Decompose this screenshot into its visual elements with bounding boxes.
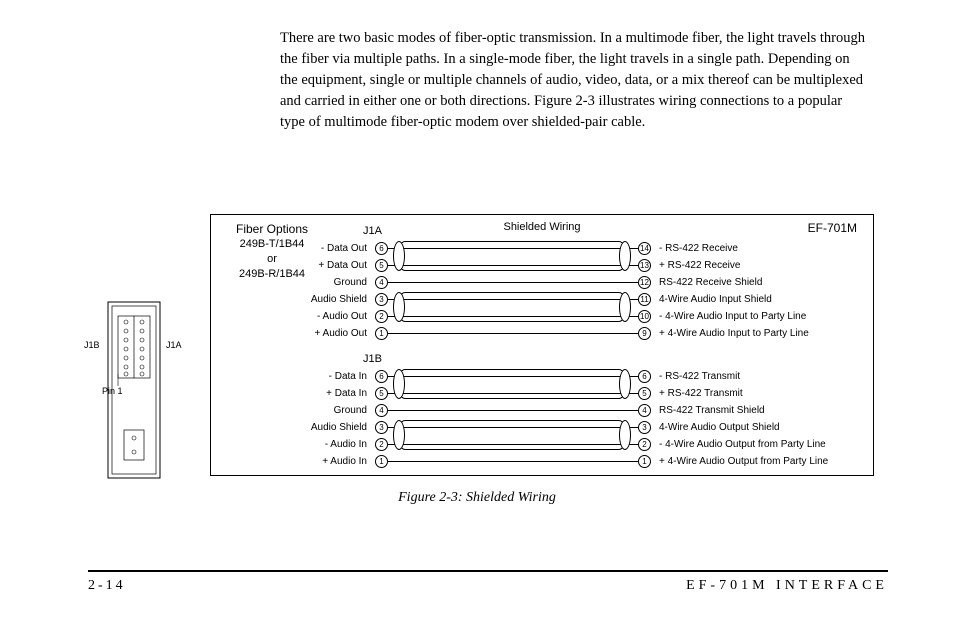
right-pin-circle: 2 bbox=[638, 438, 651, 451]
left-pin-label: Audio Shield bbox=[237, 422, 367, 433]
fiber-options-title: Fiber Options bbox=[227, 221, 317, 237]
wire-line bbox=[388, 282, 638, 283]
right-pin-label: + RS-422 Receive bbox=[659, 260, 869, 271]
right-pin-circle: 12 bbox=[638, 276, 651, 289]
wire-line bbox=[388, 265, 638, 266]
left-pin-label: + Data Out bbox=[237, 260, 367, 271]
j1a-row: Audio Shield 3 11 4-Wire Audio Input Shield bbox=[211, 292, 873, 307]
left-pin-circle: 5 bbox=[375, 259, 388, 272]
right-pin-label: RS-422 Transmit Shield bbox=[659, 405, 869, 416]
wire-line bbox=[388, 444, 638, 445]
right-pin-label: + RS-422 Transmit bbox=[659, 388, 869, 399]
left-pin-circle: 2 bbox=[375, 310, 388, 323]
right-pin-circle: 4 bbox=[638, 404, 651, 417]
wire-line bbox=[388, 427, 638, 428]
right-pin-label: 4-Wire Audio Input Shield bbox=[659, 294, 869, 305]
j1a-row: Ground 4 12 RS-422 Receive Shield bbox=[211, 275, 873, 290]
right-pin-label: + 4-Wire Audio Output from Party Line bbox=[659, 456, 869, 467]
j1b-row: - Data In 6 6 - RS-422 Transmit bbox=[211, 369, 873, 384]
connector-j1a-label: J1A bbox=[166, 340, 182, 350]
left-pin-circle: 3 bbox=[375, 421, 388, 434]
ef701m-label: EF-701M bbox=[808, 221, 857, 235]
wiring-diagram: Fiber Options 249B-T/1B44 or 249B-R/1B44… bbox=[210, 214, 874, 476]
left-pin-label: - Audio In bbox=[237, 439, 367, 450]
right-pin-circle: 5 bbox=[638, 387, 651, 400]
right-pin-circle: 10 bbox=[638, 310, 651, 323]
left-pin-label: - Data Out bbox=[237, 243, 367, 254]
j1b-row: + Data In 5 5 + RS-422 Transmit bbox=[211, 386, 873, 401]
right-pin-label: - RS-422 Transmit bbox=[659, 371, 869, 382]
connector-j1b-label: J1B bbox=[84, 340, 100, 350]
left-pin-label: Ground bbox=[237, 405, 367, 416]
left-pin-circle: 4 bbox=[375, 276, 388, 289]
j1b-row: + Audio In 1 1 + 4-Wire Audio Output from P… bbox=[211, 454, 873, 469]
j1b-header: J1B bbox=[363, 353, 382, 365]
j1b-row: Audio Shield 3 3 4-Wire Audio Output Shield bbox=[211, 420, 873, 435]
left-pin-circle: 5 bbox=[375, 387, 388, 400]
right-pin-label: 4-Wire Audio Output Shield bbox=[659, 422, 869, 433]
right-pin-label: RS-422 Receive Shield bbox=[659, 277, 869, 288]
left-pin-label: + Audio In bbox=[237, 456, 367, 467]
j1a-row: - Data Out 6 14 - RS-422 Receive bbox=[211, 241, 873, 256]
j1a-row: + Audio Out 1 9 + 4-Wire Audio Input to Par… bbox=[211, 326, 873, 341]
left-pin-circle: 1 bbox=[375, 327, 388, 340]
right-pin-label: - 4-Wire Audio Input to Party Line bbox=[659, 311, 869, 322]
page: { "body_text": "There are two basic mode… bbox=[0, 0, 954, 618]
wire-line bbox=[388, 333, 638, 334]
page-number: 2-14 bbox=[88, 578, 126, 594]
connector-diagram: J1B J1A Pin 1 bbox=[88, 300, 188, 480]
right-pin-label: + 4-Wire Audio Input to Party Line bbox=[659, 328, 869, 339]
left-pin-circle: 1 bbox=[375, 455, 388, 468]
left-pin-circle: 3 bbox=[375, 293, 388, 306]
left-pin-circle: 6 bbox=[375, 242, 388, 255]
j1a-row: - Audio Out 2 10 - 4-Wire Audio Input to Pa… bbox=[211, 309, 873, 324]
wire-line bbox=[388, 393, 638, 394]
body-paragraph: There are two basic modes of fiber-optic… bbox=[280, 28, 870, 133]
right-pin-circle: 11 bbox=[638, 293, 651, 306]
wire-line bbox=[388, 410, 638, 411]
shielded-wiring-label: Shielded Wiring bbox=[503, 221, 580, 233]
left-pin-label: Audio Shield bbox=[237, 294, 367, 305]
right-pin-circle: 6 bbox=[638, 370, 651, 383]
right-pin-circle: 1 bbox=[638, 455, 651, 468]
j1b-row: - Audio In 2 2 - 4-Wire Audio Output from P… bbox=[211, 437, 873, 452]
connector-pin1-label: Pin 1 bbox=[102, 386, 123, 396]
left-pin-label: - Audio Out bbox=[237, 311, 367, 322]
wire-line bbox=[388, 248, 638, 249]
right-pin-circle: 13 bbox=[638, 259, 651, 272]
left-pin-circle: 2 bbox=[375, 438, 388, 451]
j1b-row: Ground 4 4 RS-422 Transmit Shield bbox=[211, 403, 873, 418]
left-pin-label: + Data In bbox=[237, 388, 367, 399]
wire-line bbox=[388, 299, 638, 300]
left-pin-label: + Audio Out bbox=[237, 328, 367, 339]
figure-caption: Figure 2-3: Shielded Wiring bbox=[398, 490, 556, 506]
right-pin-circle: 3 bbox=[638, 421, 651, 434]
j1a-header: J1A bbox=[363, 225, 382, 237]
left-pin-circle: 4 bbox=[375, 404, 388, 417]
right-pin-label: - RS-422 Receive bbox=[659, 243, 869, 254]
wire-line bbox=[388, 461, 638, 462]
left-pin-label: Ground bbox=[237, 277, 367, 288]
left-pin-circle: 6 bbox=[375, 370, 388, 383]
right-pin-label: - 4-Wire Audio Output from Party Line bbox=[659, 439, 869, 450]
wire-line bbox=[388, 316, 638, 317]
page-footer: 2-14 EF-701M INTERFACE bbox=[88, 570, 888, 594]
footer-title: EF-701M INTERFACE bbox=[686, 578, 888, 594]
left-pin-label: - Data In bbox=[237, 371, 367, 382]
wire-line bbox=[388, 376, 638, 377]
right-pin-circle: 14 bbox=[638, 242, 651, 255]
j1a-row: + Data Out 5 13 + RS-422 Receive bbox=[211, 258, 873, 273]
right-pin-circle: 9 bbox=[638, 327, 651, 340]
